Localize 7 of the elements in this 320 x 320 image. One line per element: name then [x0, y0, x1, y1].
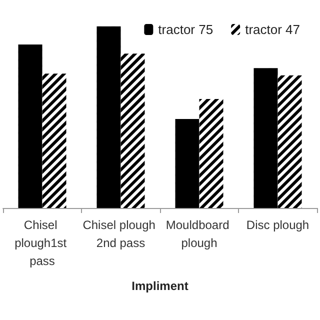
x-axis-title: Impliment [132, 279, 188, 293]
x-tick-label: Chisel plough 2nd pass [82, 218, 159, 250]
x-tick-label: Disc plough [246, 218, 310, 232]
x-tick-label: Chisel plough1st pass [14, 218, 70, 268]
legend-label: tractor 75 [158, 22, 214, 37]
x-tick-label: Mouldboard plough [166, 218, 233, 250]
legend-label: tractor 47 [245, 22, 300, 37]
